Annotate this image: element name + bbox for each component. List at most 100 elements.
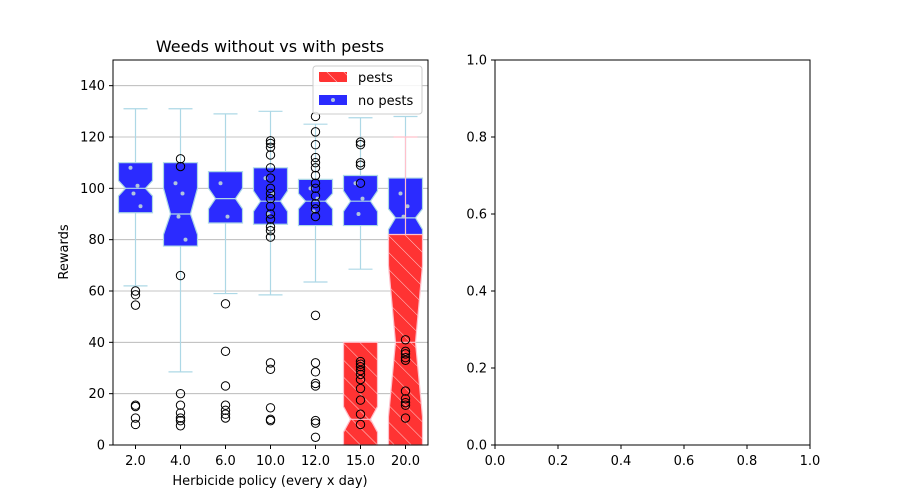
left-chart-x-axis-label: Herbicide policy (every x day) [172,474,367,489]
outlier-pests-5-4 [355,369,366,380]
x-tick-label-4: 12.0 [301,454,330,469]
outlier-pests-5-5 [355,374,366,385]
jitter-point-no-pests-0-0 [128,165,133,170]
outlier-no-pests-4-11 [310,204,321,214]
right-y-tick-label-4: 0.8 [466,131,487,146]
outlier-no-pests-2-0 [220,299,231,309]
right-y-tick-label-1: 0.2 [466,362,487,377]
outlier-no-pests-3-7 [265,188,276,199]
x-tick-label-3: 10.0 [256,454,285,469]
right-x-tick-label-3: 0.6 [674,454,695,469]
left-chart-y-ticks: 0 20 40 60 80 100 120 140 [80,79,113,454]
legend: pests no pests [312,65,423,115]
outlier-no-pests-4-3 [310,152,321,163]
outlier-no-pests-4-14 [310,358,321,368]
outlier-no-pests-2-1 [220,346,231,357]
x-tick-label-6: 20.0 [391,454,420,469]
outlier-no-pests-3-0 [265,136,276,146]
outlier-pests-6-7 [400,397,411,408]
outlier-pests-6-8 [400,400,411,410]
outlier-no-pests-3-13 [265,225,276,236]
outlier-no-pests-2-3 [220,400,231,410]
outlier-pests-5-3 [355,365,366,376]
right-y-tick-label-0: 0.0 [466,439,487,454]
box-no-pests-2.0 [117,108,154,430]
y-tick-label-2: 40 [88,336,105,351]
box-body-no-pests-3 [252,167,289,225]
outlier-pests-6-3 [400,353,411,363]
outlier-pests-6-4 [400,355,411,365]
left-chart: Weeds without vs with pests 0 20 40 60 80 100… [57,37,429,489]
outlier-no-pests-4-4 [310,157,321,168]
outlier-no-pests-1-1 [175,161,186,172]
outlier-no-pests-4-5 [310,163,321,173]
outlier-no-pests-4-10 [310,199,321,209]
jitter-point-no-pests-1-3 [183,237,188,242]
box-no-pests-15.0 [342,117,379,270]
outlier-no-pests-3-2 [265,142,276,152]
outlier-no-pests-2-5 [220,409,231,419]
outlier-no-pests-4-1 [310,127,321,137]
y-tick-label-7: 140 [80,79,105,94]
jitter-point-no-pests-5-1 [360,196,365,201]
outlier-no-pests-0-1 [130,290,141,300]
x-tick-label-1: 4.0 [170,454,191,469]
outlier-no-pests-4-8 [310,183,321,194]
jitter-point-no-pests-2-1 [225,214,230,219]
outlier-no-pests-4-18 [310,415,321,426]
outlier-no-pests-0-6 [130,419,141,430]
y-tick-label-5: 100 [80,182,105,197]
outlier-no-pests-5-1 [355,140,366,150]
outlier-no-pests-4-12 [310,211,321,222]
outlier-no-pests-2-2 [220,381,231,391]
legend-label-pests: pests [358,71,393,86]
outlier-no-pests-3-17 [265,403,276,413]
box-no-pests-4.0 [162,108,199,431]
legend-swatch-pests-hatch [319,72,347,82]
outlier-no-pests-3-12 [265,222,276,232]
right-x-tick-label-0: 0.0 [485,454,506,469]
box-body-no-pests-4 [297,178,334,227]
right-x-tick-label-1: 0.2 [548,454,569,469]
left-chart-y-axis-label: Rewards [57,224,72,279]
outlier-no-pests-3-16 [265,364,276,374]
outlier-pests-6-1 [400,346,411,357]
left-chart-title: Weeds without vs with pests [156,37,384,56]
x-tick-label-2: 6.0 [215,454,236,469]
box-body-no-pests-2 [207,171,244,224]
outlier-no-pests-4-16 [310,378,321,389]
outlier-no-pests-1-2 [175,270,186,281]
outlier-no-pests-3-19 [265,415,276,426]
jitter-point-no-pests-1-1 [180,191,185,196]
jitter-point-no-pests-2-0 [218,181,223,186]
y-tick-label-4: 80 [88,233,105,248]
jitter-point-no-pests-6-1 [405,204,410,209]
outlier-pests-6-5 [400,386,411,396]
x-tick-label-0: 2.0 [125,454,146,469]
outlier-no-pests-1-4 [175,400,186,410]
outlier-no-pests-3-5 [265,173,276,183]
box-pests-20.0 [387,136,424,446]
outlier-no-pests-3-9 [265,201,276,212]
outlier-no-pests-3-3 [265,150,276,160]
outlier-no-pests-1-3 [175,388,186,399]
jitter-point-no-pests-1-2 [176,214,181,219]
outlier-no-pests-3-4 [265,163,276,173]
jitter-point-no-pests-0-1 [135,183,140,188]
outlier-pests-6-0 [400,335,411,345]
right-y-tick-label-2: 0.4 [466,285,487,300]
y-tick-label-6: 120 [80,131,105,146]
outlier-no-pests-4-15 [310,367,321,377]
outlier-no-pests-5-0 [355,137,366,147]
outlier-no-pests-5-4 [355,178,366,188]
box-body-no-pests-1 [162,162,199,247]
box-hatch-pests-6 [388,234,423,445]
x-tick-label-5: 15.0 [346,454,375,469]
legend-label-no-pests: no pests [358,94,413,109]
box-no-pests-6.0 [207,113,244,423]
outlier-no-pests-4-9 [310,191,321,201]
outlier-no-pests-0-5 [130,413,141,423]
right-x-tick-label-4: 0.8 [737,454,758,469]
box-pests-15.0 [342,341,379,446]
